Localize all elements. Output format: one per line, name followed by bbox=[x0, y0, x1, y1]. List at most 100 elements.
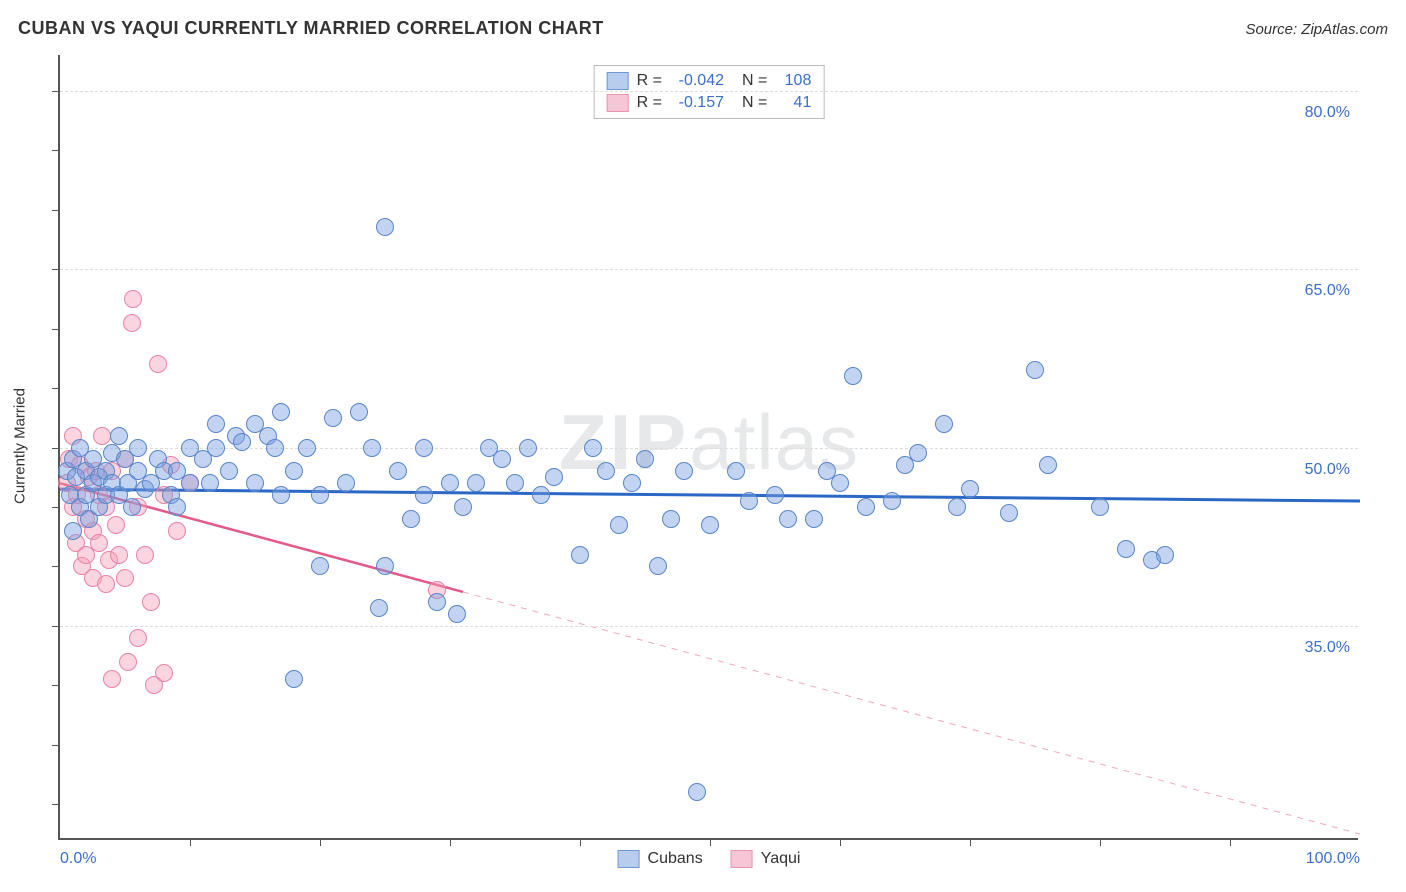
scatter-point bbox=[272, 486, 290, 504]
scatter-point bbox=[441, 474, 459, 492]
scatter-point bbox=[779, 510, 797, 528]
scatter-point bbox=[935, 415, 953, 433]
scatter-point bbox=[1039, 456, 1057, 474]
scatter-point bbox=[415, 439, 433, 457]
scatter-point bbox=[610, 516, 628, 534]
scatter-point bbox=[233, 433, 251, 451]
grid-line bbox=[60, 448, 1358, 449]
scatter-point bbox=[285, 462, 303, 480]
scatter-point bbox=[207, 439, 225, 457]
y-minor-tick bbox=[52, 566, 60, 567]
trend-line-dashed bbox=[463, 592, 1360, 834]
swatch-cubans bbox=[607, 72, 629, 90]
scatter-point bbox=[370, 599, 388, 617]
scatter-point bbox=[124, 290, 142, 308]
scatter-point bbox=[1000, 504, 1018, 522]
scatter-point bbox=[519, 439, 537, 457]
swatch-yaqui bbox=[731, 850, 753, 868]
x-minor-tick bbox=[840, 838, 841, 846]
scatter-point bbox=[376, 218, 394, 236]
scatter-point bbox=[415, 486, 433, 504]
scatter-point bbox=[454, 498, 472, 516]
x-minor-tick bbox=[580, 838, 581, 846]
stats-row-yaqui: R = -0.157 N = 41 bbox=[607, 92, 812, 114]
y-minor-tick bbox=[52, 91, 60, 92]
scatter-point bbox=[181, 474, 199, 492]
series-legend: Cubans Yaqui bbox=[618, 850, 801, 868]
r-value-yaqui: -0.157 bbox=[670, 94, 724, 112]
chart-title: CUBAN VS YAQUI CURRENTLY MARRIED CORRELA… bbox=[18, 18, 604, 39]
scatter-point bbox=[883, 492, 901, 510]
stats-row-cubans: R = -0.042 N = 108 bbox=[607, 70, 812, 92]
scatter-point bbox=[168, 522, 186, 540]
r-value-cubans: -0.042 bbox=[670, 72, 724, 90]
x-minor-tick bbox=[1100, 838, 1101, 846]
y-minor-tick bbox=[52, 388, 60, 389]
scatter-point bbox=[1026, 361, 1044, 379]
y-minor-tick bbox=[52, 745, 60, 746]
scatter-point bbox=[571, 546, 589, 564]
y-tick-label: 35.0% bbox=[1305, 639, 1350, 657]
y-minor-tick bbox=[52, 448, 60, 449]
scatter-point bbox=[129, 629, 147, 647]
scatter-point bbox=[155, 664, 173, 682]
scatter-point bbox=[402, 510, 420, 528]
scatter-point bbox=[110, 546, 128, 564]
scatter-point bbox=[64, 522, 82, 540]
y-tick-label: 50.0% bbox=[1305, 461, 1350, 479]
scatter-point bbox=[149, 355, 167, 373]
scatter-point bbox=[324, 409, 342, 427]
x-minor-tick bbox=[320, 838, 321, 846]
legend-label-cubans: Cubans bbox=[648, 850, 703, 868]
y-minor-tick bbox=[52, 507, 60, 508]
scatter-point bbox=[337, 474, 355, 492]
scatter-point bbox=[93, 427, 111, 445]
scatter-point bbox=[961, 480, 979, 498]
scatter-point bbox=[207, 415, 225, 433]
x-minor-tick bbox=[710, 838, 711, 846]
scatter-point bbox=[298, 439, 316, 457]
n-label: N = bbox=[742, 94, 767, 112]
scatter-point bbox=[123, 314, 141, 332]
scatter-point bbox=[285, 670, 303, 688]
scatter-point bbox=[844, 367, 862, 385]
scatter-point bbox=[662, 510, 680, 528]
scatter-point bbox=[584, 439, 602, 457]
scatter-point bbox=[350, 403, 368, 421]
scatter-point bbox=[97, 575, 115, 593]
legend-item-yaqui: Yaqui bbox=[731, 850, 801, 868]
x-tick-label: 0.0% bbox=[60, 850, 96, 868]
scatter-point bbox=[532, 486, 550, 504]
scatter-point bbox=[116, 569, 134, 587]
scatter-point bbox=[857, 498, 875, 516]
scatter-point bbox=[948, 498, 966, 516]
scatter-point bbox=[448, 605, 466, 623]
scatter-point bbox=[123, 498, 141, 516]
swatch-cubans bbox=[618, 850, 640, 868]
scatter-point bbox=[831, 474, 849, 492]
scatter-point bbox=[363, 439, 381, 457]
scatter-point bbox=[467, 474, 485, 492]
scatter-point bbox=[675, 462, 693, 480]
scatter-point bbox=[740, 492, 758, 510]
x-tick-label: 100.0% bbox=[1306, 850, 1360, 868]
r-label: R = bbox=[637, 72, 662, 90]
scatter-point bbox=[90, 534, 108, 552]
scatter-point bbox=[805, 510, 823, 528]
scatter-point bbox=[428, 593, 446, 611]
y-minor-tick bbox=[52, 150, 60, 151]
scatter-point bbox=[506, 474, 524, 492]
legend-label-yaqui: Yaqui bbox=[761, 850, 801, 868]
watermark-bold: ZIP bbox=[559, 397, 689, 485]
scatter-point bbox=[649, 557, 667, 575]
scatter-point bbox=[688, 783, 706, 801]
n-value-cubans: 108 bbox=[775, 72, 811, 90]
scatter-point bbox=[909, 444, 927, 462]
x-minor-tick bbox=[450, 838, 451, 846]
y-minor-tick bbox=[52, 626, 60, 627]
scatter-point bbox=[220, 462, 238, 480]
scatter-point bbox=[389, 462, 407, 480]
scatter-point bbox=[493, 450, 511, 468]
y-minor-tick bbox=[52, 685, 60, 686]
grid-line bbox=[60, 269, 1358, 270]
